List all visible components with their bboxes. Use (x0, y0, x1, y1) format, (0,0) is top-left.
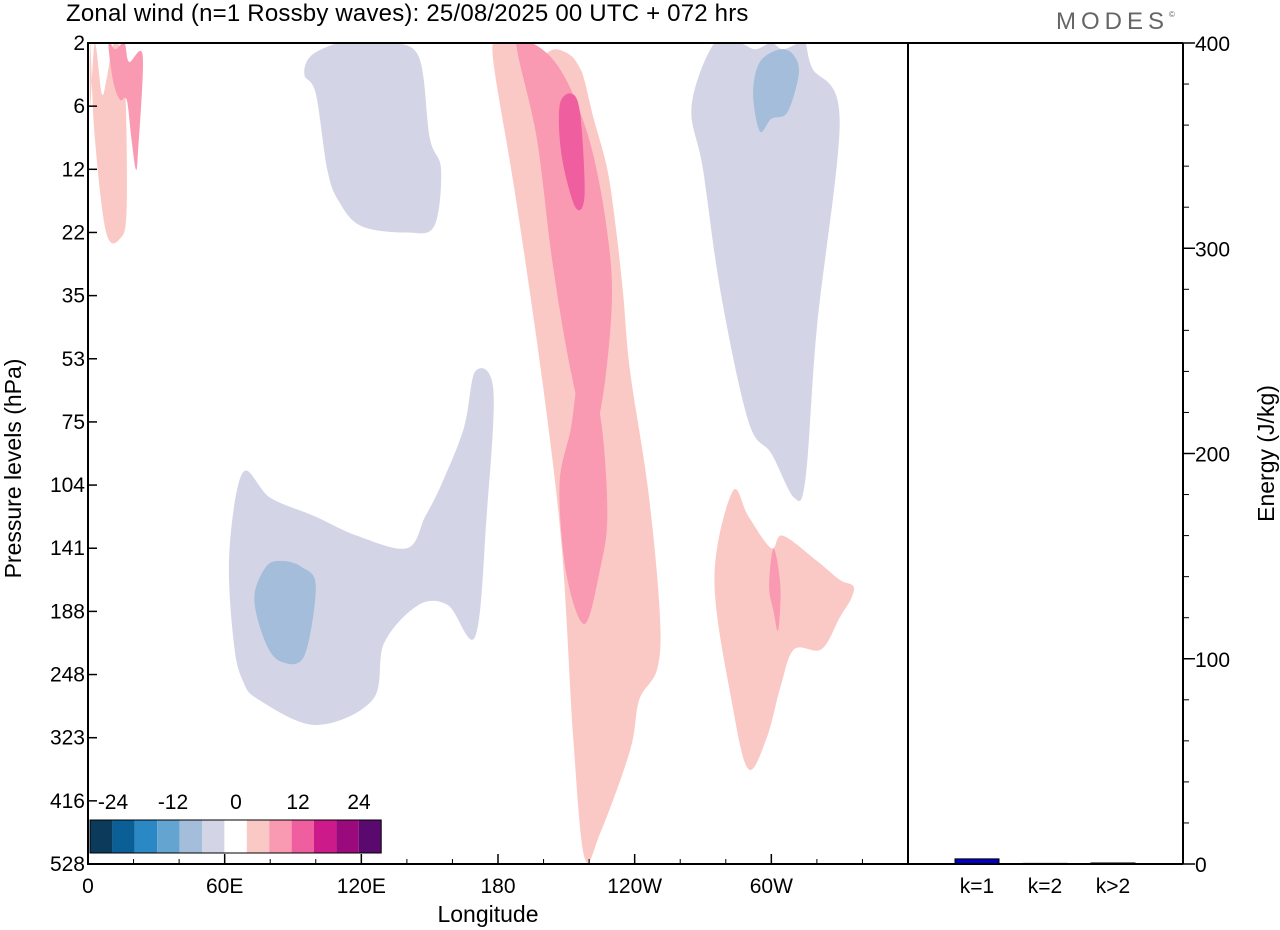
brand-text: MODES (1056, 8, 1170, 35)
y-tick-label: 12 (62, 158, 85, 181)
colorbar-swatch (358, 820, 382, 853)
colorbar-swatch (291, 820, 314, 853)
x-axis-title: Longitude (437, 901, 538, 927)
y-tick-label: 75 (62, 411, 85, 434)
y-tick-label: 248 (50, 664, 85, 687)
contour-pos-upper-left-inner (108, 43, 143, 170)
contour-neg-lower-left (228, 368, 494, 726)
y-tick-label: 528 (50, 853, 85, 876)
contour-pos-main-column-core (558, 93, 585, 211)
modes-logo: MODES© (1056, 8, 1175, 36)
energy-axes: 0 100 200 300 400 Energy (J/kg) (908, 33, 1279, 877)
colorbar-swatch (314, 820, 337, 853)
y-axis-title: Pressure levels (hPa) (0, 359, 26, 579)
y-tick-label: 141 (50, 537, 85, 560)
energy-y-tick-label: 300 (1195, 238, 1230, 261)
contour-pos-main-column-lower (559, 369, 608, 625)
energy-y-tick-label: 400 (1195, 33, 1230, 56)
contour-neg-upper-right (691, 43, 840, 502)
contour-pos-lower-right-inner (769, 548, 781, 632)
colorbar-swatch (336, 820, 359, 853)
energy-category-label: k=1 (960, 875, 994, 898)
colorbar-tick-label: -12 (158, 791, 188, 814)
colorbar-tick-label: 0 (230, 791, 242, 814)
energy-y-tick-label: 0 (1195, 854, 1207, 877)
energy-axis-title: Energy (J/kg) (1253, 385, 1279, 522)
x-tick-label: 60E (206, 875, 243, 898)
energy-y-tick-label: 200 (1195, 444, 1230, 467)
y-tick-label: 188 (50, 600, 85, 623)
colorbar-swatch (157, 820, 180, 853)
contour-pos-main-column-mid (516, 43, 613, 442)
colorbar-tick-label: -24 (98, 791, 129, 814)
energy-category-label: k=2 (1028, 875, 1062, 898)
colorbar-swatch (90, 820, 113, 853)
colorbar-swatch (269, 820, 292, 853)
energy-y-tick-label: 100 (1195, 649, 1230, 672)
chart-title: Zonal wind (n=1 Rossby waves): 25/08/202… (66, 0, 749, 27)
x-tick-label: 60W (750, 875, 793, 898)
colorbar-swatch (224, 820, 247, 853)
x-tick-label: 180 (480, 875, 515, 898)
copyright-mark: © (1169, 10, 1175, 19)
colorbar-legend: -24 -12 0 12 24 (89, 791, 382, 854)
y-tick-label: 53 (62, 348, 85, 371)
colorbar-swatch (179, 820, 202, 853)
contour-neg-upper-mid (304, 43, 442, 234)
colorbar-tick-label: 24 (347, 791, 371, 814)
colorbar-tick-label: 12 (286, 791, 309, 814)
colorbar-swatch (134, 820, 158, 853)
contour-pos-lower-right (714, 488, 855, 771)
x-tick-label: 120W (607, 875, 662, 898)
y-tick-label: 416 (50, 790, 85, 813)
colorbar-frame (89, 819, 382, 854)
y-tick-label: 22 (62, 221, 85, 244)
energy-category-label: k>2 (1096, 875, 1130, 898)
x-tick-label: 0 (82, 875, 94, 898)
colorbar-swatch (112, 820, 135, 853)
contour-neg-lower-left-inner (254, 560, 316, 665)
y-tick-label: 323 (50, 727, 85, 750)
y-tick-label: 6 (73, 95, 85, 118)
contour-neg-upper-right-inner (753, 49, 799, 133)
y-tick-label: 2 (73, 32, 85, 55)
colorbar-swatch (246, 820, 270, 853)
x-tick-label: 120E (337, 875, 386, 898)
colorbar-swatch (202, 820, 225, 853)
contour-field (89, 43, 855, 863)
y-tick-label: 104 (50, 474, 85, 497)
y-tick-label: 35 (62, 285, 85, 308)
